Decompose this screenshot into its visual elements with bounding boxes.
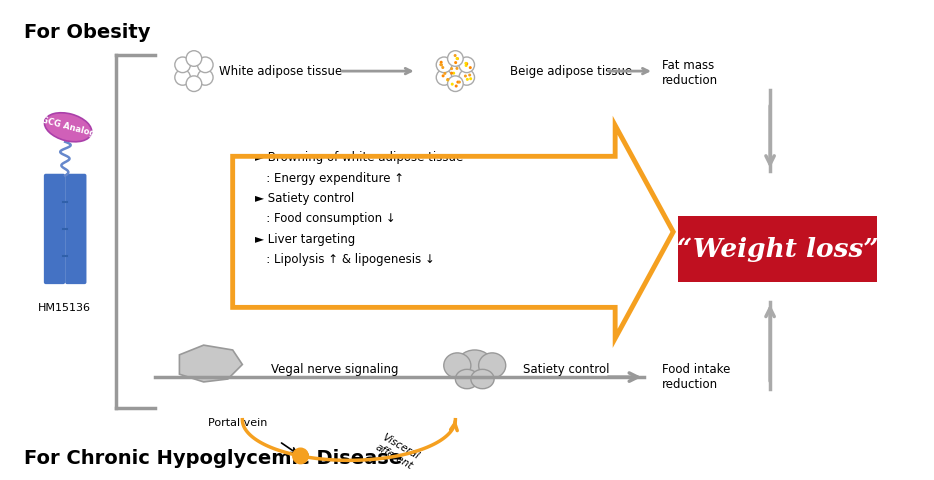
Circle shape (456, 67, 459, 70)
Text: “Weight loss”: “Weight loss” (676, 237, 878, 262)
Circle shape (436, 70, 452, 85)
Text: Visceral
afferent: Visceral afferent (374, 432, 420, 472)
Circle shape (440, 61, 443, 64)
Circle shape (458, 81, 460, 84)
Circle shape (450, 67, 453, 70)
Circle shape (197, 57, 213, 72)
Text: Food intake
reduction: Food intake reduction (661, 362, 730, 391)
Text: White adipose tissue: White adipose tissue (219, 65, 343, 78)
Text: ► Satiety control: ► Satiety control (255, 192, 354, 205)
Circle shape (459, 57, 474, 72)
Circle shape (436, 57, 452, 72)
Circle shape (446, 78, 449, 82)
Text: Vegal nerve signaling: Vegal nerve signaling (271, 362, 398, 375)
Circle shape (186, 51, 202, 66)
Ellipse shape (456, 369, 478, 389)
Circle shape (455, 84, 458, 87)
Circle shape (454, 61, 457, 64)
Circle shape (456, 57, 459, 60)
Circle shape (439, 63, 443, 66)
Circle shape (197, 70, 213, 85)
Circle shape (459, 70, 474, 85)
Text: : Lipolysis ↑ & lipogenesis ↓: : Lipolysis ↑ & lipogenesis ↓ (255, 253, 435, 266)
Circle shape (444, 72, 446, 75)
FancyBboxPatch shape (678, 216, 877, 282)
Circle shape (469, 77, 473, 80)
Circle shape (468, 73, 471, 76)
Circle shape (175, 57, 191, 72)
Circle shape (446, 78, 449, 81)
Circle shape (447, 51, 463, 66)
Ellipse shape (456, 350, 494, 385)
Circle shape (464, 74, 467, 78)
Text: : Energy expenditure ↑: : Energy expenditure ↑ (255, 172, 404, 185)
Circle shape (447, 63, 463, 79)
FancyBboxPatch shape (44, 174, 65, 284)
Circle shape (292, 448, 308, 464)
Text: Fat mass
reduction: Fat mass reduction (661, 60, 717, 87)
Ellipse shape (471, 369, 494, 389)
Circle shape (457, 81, 460, 84)
Circle shape (175, 70, 191, 85)
Ellipse shape (444, 353, 471, 378)
Circle shape (456, 57, 459, 60)
Text: Satiety control: Satiety control (523, 362, 610, 375)
FancyBboxPatch shape (65, 174, 87, 284)
Circle shape (441, 66, 445, 69)
Circle shape (464, 64, 468, 67)
Circle shape (447, 76, 463, 92)
Text: : Food consumption ↓: : Food consumption ↓ (255, 213, 396, 226)
Circle shape (464, 62, 467, 65)
Circle shape (186, 76, 202, 92)
Text: For Chronic Hypoglycemic Disease: For Chronic Hypoglycemic Disease (24, 449, 403, 468)
Text: ► Browning of white adipose tissue: ► Browning of white adipose tissue (255, 152, 463, 165)
Ellipse shape (478, 353, 505, 378)
Circle shape (442, 74, 445, 77)
Circle shape (469, 66, 472, 69)
Text: GCG Analog: GCG Analog (40, 116, 96, 139)
Text: HM15136: HM15136 (37, 303, 91, 313)
Circle shape (466, 78, 469, 81)
Circle shape (454, 54, 457, 57)
Text: Portal vein: Portal vein (208, 418, 267, 428)
Circle shape (450, 72, 453, 75)
Polygon shape (179, 345, 242, 382)
Circle shape (465, 62, 468, 65)
Circle shape (451, 83, 454, 85)
Text: ► Liver targeting: ► Liver targeting (255, 233, 355, 246)
Circle shape (440, 63, 443, 66)
Text: For Obesity: For Obesity (24, 23, 151, 42)
Circle shape (186, 63, 202, 79)
Ellipse shape (45, 113, 92, 142)
Text: Beige adipose tissue: Beige adipose tissue (511, 65, 632, 78)
Circle shape (452, 72, 455, 75)
